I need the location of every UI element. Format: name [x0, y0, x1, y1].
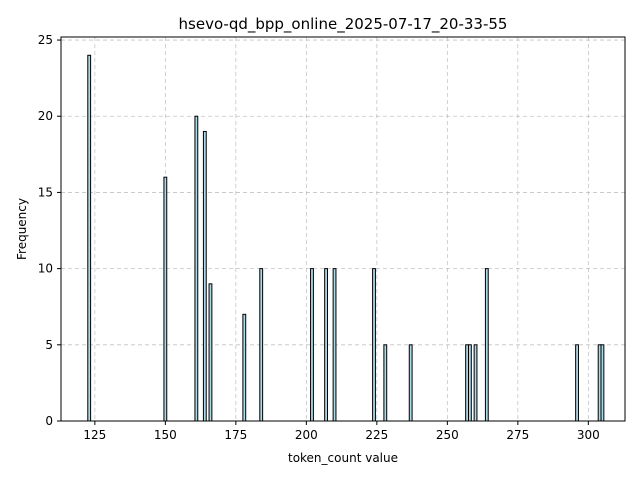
x-tick-label: 225 — [365, 428, 388, 442]
y-axis-ticks: 0 5 10 15 20 25 — [38, 33, 61, 428]
x-axis-label: token_count value — [288, 451, 398, 465]
histogram-bar — [202, 130, 207, 422]
histogram-bar — [473, 344, 478, 422]
x-tick-label: 175 — [224, 428, 247, 442]
histogram-bar — [408, 344, 413, 422]
histogram-bar — [163, 176, 168, 422]
y-tick-label: 15 — [38, 185, 53, 199]
x-axis-ticks: 125 150 175 200 225 250 275 300 — [83, 421, 600, 442]
histogram-bar — [600, 344, 605, 422]
histogram-bar — [87, 54, 92, 422]
histogram-bar — [310, 268, 314, 422]
x-tick-label: 250 — [436, 428, 459, 442]
y-tick-label: 20 — [38, 109, 53, 123]
x-tick-label: 300 — [577, 428, 600, 442]
y-tick-label: 5 — [45, 338, 53, 352]
histogram-bar — [194, 115, 199, 422]
histogram-bar — [372, 268, 376, 422]
histogram-bar — [332, 268, 337, 422]
x-tick-label: 200 — [295, 428, 318, 442]
chart-title: hsevo-qd_bpp_online_2025-07-17_20-33-55 — [179, 15, 508, 34]
histogram-bar — [242, 313, 247, 422]
histogram-bar — [208, 283, 213, 422]
x-tick-label: 150 — [154, 428, 177, 442]
histogram-bar — [467, 344, 472, 422]
x-tick-label: 125 — [83, 428, 106, 442]
x-tick-label: 275 — [506, 428, 529, 442]
y-axis-label: Frequency — [15, 198, 29, 260]
histogram-bar — [259, 268, 264, 422]
y-tick-label: 0 — [45, 414, 53, 428]
y-tick-label: 25 — [38, 33, 53, 47]
plot-area-frame — [60, 36, 626, 422]
histogram-bar — [383, 344, 388, 422]
histogram-bar — [484, 268, 489, 422]
histogram-bar — [324, 268, 328, 422]
histogram-bar — [575, 344, 579, 422]
y-tick-label: 10 — [38, 262, 53, 276]
